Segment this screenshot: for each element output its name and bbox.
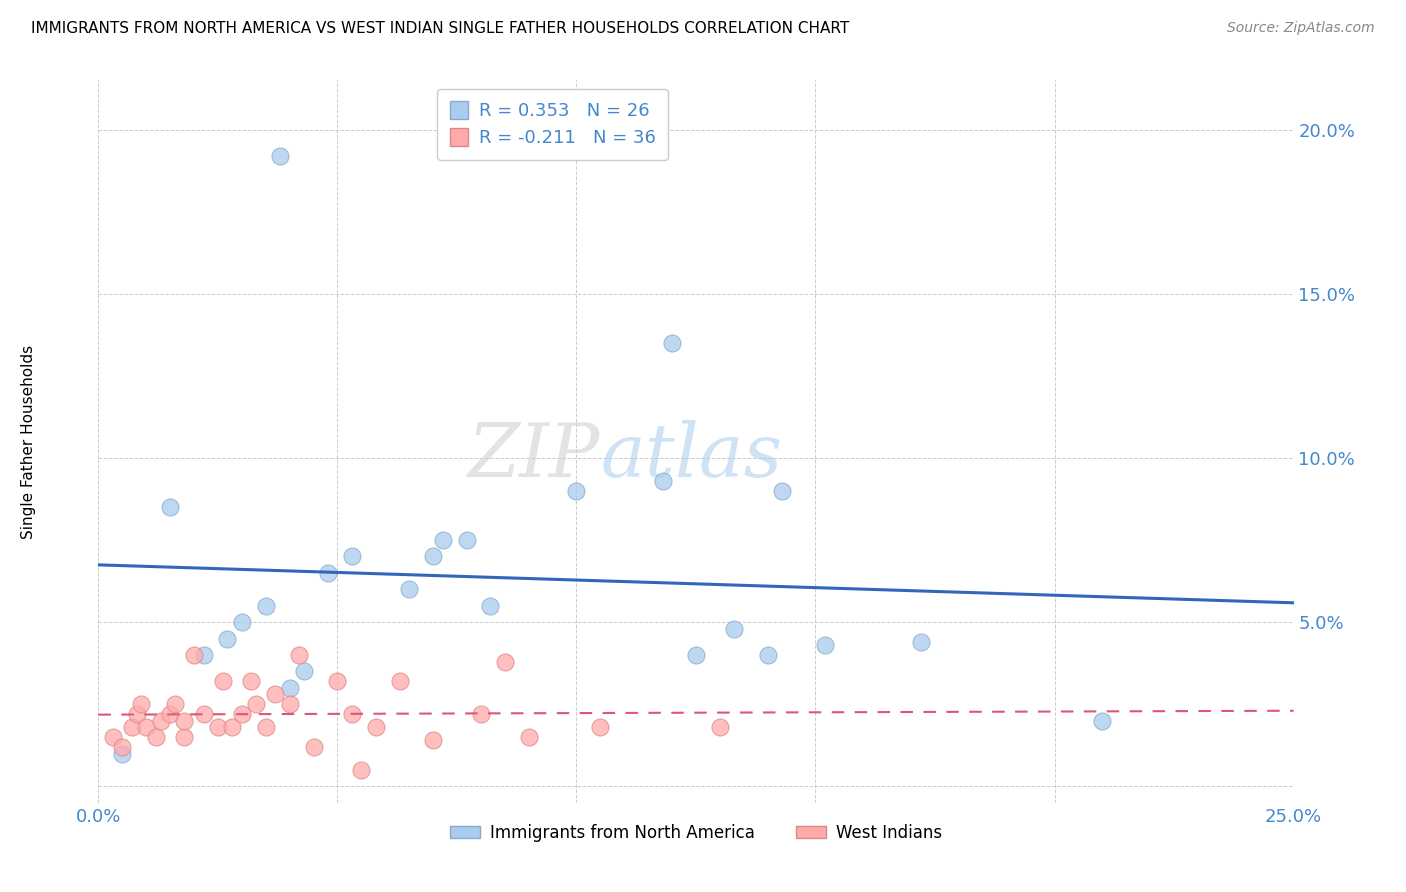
Point [651,474,673,488]
Text: atlas: atlas [600,420,783,492]
Point [422,733,444,747]
Point [364,720,387,734]
Point [240,674,263,689]
Point [756,648,779,662]
Point [193,707,215,722]
Point [159,707,181,722]
Point [193,648,215,662]
Point [245,698,267,712]
Point [125,707,148,722]
Point [278,698,301,712]
Point [173,714,195,728]
Point [709,720,731,734]
Point [723,622,745,636]
Point [111,747,134,761]
Point [470,707,492,722]
Point [661,336,683,351]
Point [565,483,588,498]
Point [221,720,243,734]
Point [173,730,195,744]
Point [121,720,143,734]
Point [231,615,253,630]
Text: ZIP: ZIP [468,420,600,492]
Point [685,648,707,662]
Point [494,655,516,669]
Point [217,632,239,646]
Legend: Immigrants from North America, West Indians: Immigrants from North America, West Indi… [443,817,949,848]
Text: IMMIGRANTS FROM NORTH AMERICA VS WEST INDIAN SINGLE FATHER HOUSEHOLDS CORRELATIO: IMMIGRANTS FROM NORTH AMERICA VS WEST IN… [31,21,849,37]
Point [163,698,186,712]
Point [111,739,134,754]
Point [183,648,205,662]
Point [456,533,478,547]
Point [910,635,932,649]
Point [145,730,167,744]
Point [316,566,339,580]
Point [288,648,311,662]
Point [159,500,181,515]
Point [131,698,153,712]
Point [388,674,411,689]
Point [254,599,277,613]
Y-axis label: Single Father Households: Single Father Households [21,344,37,539]
Point [231,707,253,722]
Point [292,665,315,679]
Point [350,763,373,777]
Point [814,638,837,652]
Point [254,720,277,734]
Point [149,714,172,728]
Text: Source: ZipAtlas.com: Source: ZipAtlas.com [1227,21,1375,36]
Point [589,720,612,734]
Point [770,483,793,498]
Point [1091,714,1114,728]
Point [479,599,502,613]
Point [278,681,301,695]
Point [340,707,363,722]
Point [269,149,291,163]
Point [101,730,124,744]
Point [432,533,454,547]
Point [207,720,229,734]
Point [422,549,444,564]
Point [211,674,233,689]
Point [340,549,363,564]
Point [264,687,287,701]
Point [135,720,157,734]
Point [302,739,325,754]
Point [326,674,349,689]
Point [517,730,540,744]
Point [398,582,420,597]
